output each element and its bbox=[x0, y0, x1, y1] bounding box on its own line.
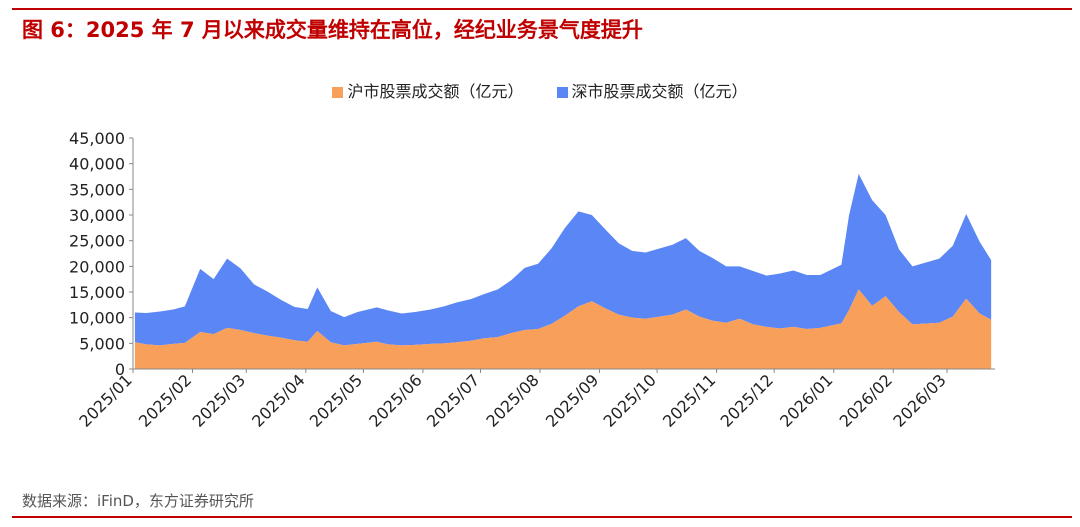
top-divider bbox=[12, 8, 1072, 10]
x-tick-label: 2025/06 bbox=[365, 370, 425, 430]
legend-label-shanghai: 沪市股票成交额（亿元） bbox=[347, 82, 524, 101]
y-tick-label: 0 bbox=[115, 360, 125, 379]
bottom-divider bbox=[12, 516, 1072, 518]
chart-legend: 沪市股票成交额（亿元） 深市股票成交额（亿元） bbox=[0, 78, 1080, 102]
legend-swatch-shenzhen bbox=[556, 87, 568, 98]
y-tick-label: 5,000 bbox=[79, 334, 125, 353]
y-tick-label: 25,000 bbox=[69, 232, 125, 251]
legend-label-shenzhen: 深市股票成交额（亿元） bbox=[571, 82, 748, 101]
x-tick-label: 2026/01 bbox=[776, 370, 836, 430]
x-tick-label: 2025/09 bbox=[542, 370, 602, 430]
x-tick-label: 2026/02 bbox=[836, 370, 896, 430]
series-area-shenzhen bbox=[134, 173, 992, 346]
y-tick-label: 20,000 bbox=[69, 257, 125, 276]
y-tick-label: 45,000 bbox=[69, 129, 125, 148]
y-tick-label: 40,000 bbox=[69, 155, 125, 174]
x-tick-label: 2025/07 bbox=[423, 370, 483, 430]
x-tick-label: 2025/05 bbox=[306, 370, 366, 430]
figure-title: 图 6：2025 年 7 月以来成交量维持在高位，经纪业务景气度提升 bbox=[22, 18, 643, 42]
y-tick-label: 10,000 bbox=[69, 309, 125, 328]
x-tick-label: 2025/02 bbox=[135, 370, 195, 430]
x-tick-label: 2025/12 bbox=[717, 370, 777, 430]
legend-swatch-shanghai bbox=[332, 87, 344, 98]
x-tick-label: 2025/01 bbox=[75, 370, 135, 430]
x-tick-label: 2025/10 bbox=[600, 370, 660, 430]
legend-item-shanghai: 沪市股票成交额（亿元） bbox=[332, 78, 523, 102]
stacked-area-chart: 0 5,000 10,000 15,000 20,000 25,000 30,000 35,0… bbox=[69, 129, 995, 431]
x-tick-label: 2026/03 bbox=[889, 370, 949, 430]
y-tick-label: 15,000 bbox=[69, 283, 125, 302]
x-tick-label: 2025/04 bbox=[248, 370, 308, 430]
data-source-note: 数据来源：iFinD，东方证券研究所 bbox=[22, 492, 254, 510]
series-area-shanghai bbox=[134, 289, 992, 369]
y-tick-label: 35,000 bbox=[69, 180, 125, 199]
x-tick-label: 2025/08 bbox=[482, 370, 542, 430]
x-tick-label: 2025/11 bbox=[659, 370, 719, 430]
legend-item-shenzhen: 深市股票成交额（亿元） bbox=[556, 78, 748, 102]
x-tick-label: 2025/03 bbox=[189, 370, 249, 430]
y-tick-label: 30,000 bbox=[69, 206, 125, 225]
